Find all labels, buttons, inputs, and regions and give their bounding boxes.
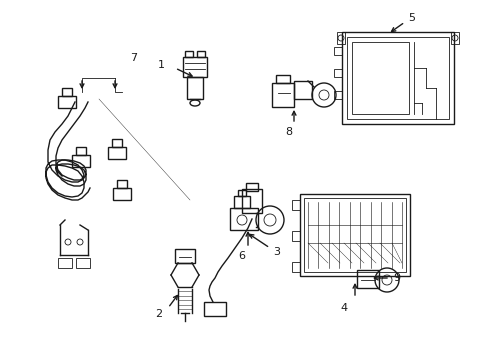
- Bar: [336, 32, 345, 44]
- Bar: [113, 188, 131, 200]
- Bar: [304, 198, 405, 272]
- Bar: [242, 189, 262, 213]
- Text: 9: 9: [392, 273, 399, 283]
- Bar: [76, 258, 90, 268]
- Bar: [299, 194, 409, 276]
- Bar: [346, 37, 448, 119]
- Bar: [72, 155, 90, 167]
- Bar: [203, 302, 225, 316]
- Bar: [197, 51, 204, 57]
- Bar: [76, 147, 86, 155]
- Bar: [450, 32, 458, 44]
- Bar: [186, 77, 203, 99]
- Text: 1: 1: [158, 60, 164, 70]
- Bar: [238, 190, 245, 196]
- Bar: [351, 42, 408, 114]
- Text: 8: 8: [285, 127, 291, 137]
- Bar: [333, 69, 341, 77]
- Text: 4: 4: [339, 303, 346, 313]
- Bar: [245, 183, 258, 191]
- Bar: [333, 91, 341, 99]
- Bar: [184, 51, 193, 57]
- Bar: [183, 57, 206, 77]
- Text: 7: 7: [130, 53, 137, 63]
- Bar: [293, 81, 311, 99]
- Bar: [229, 208, 258, 230]
- Text: 2: 2: [155, 309, 162, 319]
- Text: 3: 3: [272, 247, 280, 257]
- Bar: [291, 231, 299, 241]
- Text: 5: 5: [407, 13, 414, 23]
- Bar: [271, 83, 293, 107]
- Bar: [275, 75, 289, 83]
- Bar: [117, 180, 127, 188]
- Bar: [234, 196, 249, 208]
- Bar: [62, 88, 72, 96]
- Bar: [291, 200, 299, 210]
- Bar: [108, 147, 126, 159]
- Bar: [58, 258, 72, 268]
- Bar: [175, 249, 195, 263]
- Bar: [112, 139, 122, 147]
- Bar: [341, 32, 453, 124]
- Text: 6: 6: [238, 251, 244, 261]
- Bar: [291, 262, 299, 272]
- Bar: [58, 96, 76, 108]
- Bar: [333, 47, 341, 55]
- Bar: [356, 270, 378, 288]
